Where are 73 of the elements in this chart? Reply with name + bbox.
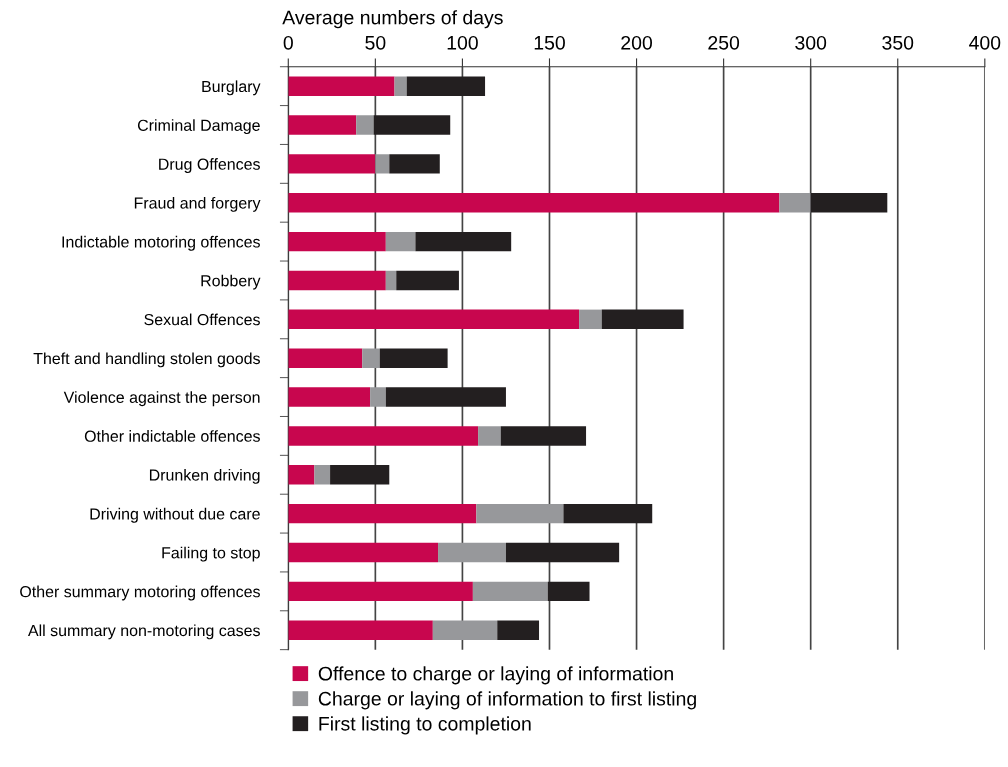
bar [779, 193, 811, 213]
y-tick-label: Theft and handling stolen goods [33, 352, 260, 368]
y-tick-label: Sexual Offences [144, 313, 260, 326]
bar [394, 76, 407, 96]
y-tick-label: Failing to stop [162, 546, 260, 562]
y-tick-label: Criminal Damage [137, 119, 260, 135]
y-tick-label: All summary non-motoring cases [27, 624, 260, 640]
bar [478, 426, 501, 446]
bar [563, 503, 653, 524]
bar [314, 465, 331, 485]
bar [288, 387, 371, 407]
bar [547, 581, 590, 602]
bar [373, 115, 451, 135]
bar [497, 620, 540, 640]
bar [385, 270, 397, 291]
bar [288, 115, 357, 135]
y-tick-label: Burglary [202, 80, 261, 96]
x-tick-label: 100 [447, 35, 478, 50]
bar [288, 309, 580, 330]
bar [288, 426, 479, 446]
x-tick-label: 300 [795, 35, 827, 50]
bar [375, 154, 390, 174]
legend-label: Offence to charge or laying of information [318, 666, 673, 685]
y-tick-label: Robbery [201, 274, 261, 290]
legend-label: Charge or laying of information to first listing [318, 691, 696, 710]
bar [476, 503, 564, 524]
y-tick-label: Violence against the person [63, 391, 260, 407]
x-tick-label: 0 [283, 35, 293, 50]
bar [288, 231, 386, 252]
bar [288, 270, 386, 291]
bar [330, 465, 390, 485]
bar [406, 76, 486, 96]
bar [288, 581, 473, 602]
bar [505, 542, 620, 563]
bar [601, 309, 684, 330]
y-tick-label: Drunken driving [149, 468, 260, 484]
bar [500, 426, 587, 446]
bar [288, 193, 780, 213]
y-tick-label: Drug Offences [159, 158, 260, 173]
bar [579, 309, 602, 330]
bar [396, 270, 459, 291]
x-tick-label: 350 [882, 35, 914, 50]
bar [288, 76, 395, 96]
bar [288, 542, 439, 563]
bar [370, 387, 386, 407]
bar [379, 348, 448, 368]
bar [389, 154, 440, 174]
bar [438, 542, 506, 563]
bar [432, 620, 498, 640]
bar [810, 193, 888, 213]
bar [288, 620, 433, 640]
y-tick-label: Other summary motoring offences [20, 585, 260, 601]
x-tick-label: 150 [534, 35, 565, 50]
bar [288, 348, 363, 368]
bar [385, 231, 416, 252]
x-tick-label: 400 [969, 35, 1001, 50]
legend-label: First listing to completion [319, 716, 531, 735]
bar [288, 154, 376, 174]
x-axis-title: Average numbers of days [282, 10, 503, 29]
bar [472, 581, 548, 602]
bar [356, 115, 374, 135]
bar [288, 465, 315, 485]
bar [288, 503, 477, 524]
x-tick-label: 50 [365, 35, 386, 50]
y-tick-label: Driving without due care [90, 507, 260, 523]
bar [385, 387, 506, 407]
y-tick-label: Other indictable offences [84, 430, 260, 442]
y-tick-label: Indictable motoring offences [62, 235, 260, 251]
x-tick-label: 200 [621, 35, 653, 50]
bar [415, 231, 512, 252]
x-tick-label: 250 [708, 35, 740, 50]
bar [362, 348, 380, 368]
y-tick-label: Fraud and forgery [134, 196, 261, 212]
